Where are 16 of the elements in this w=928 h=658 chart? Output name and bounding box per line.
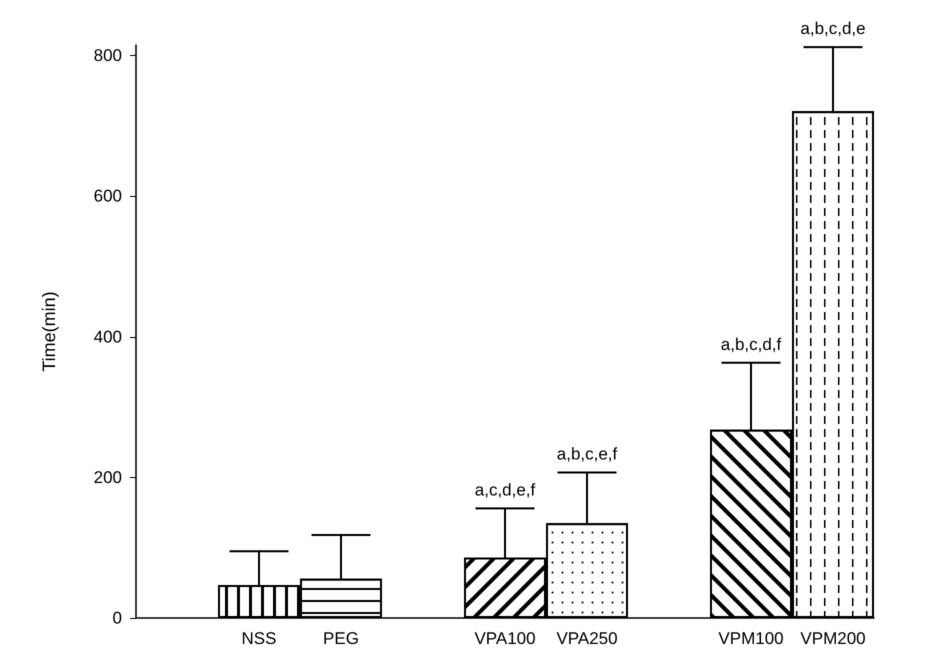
x-tick-label: VPA250 xyxy=(556,629,618,648)
x-tick-label: NSS xyxy=(242,629,276,648)
annotation: a,c,d,e,f xyxy=(474,480,536,500)
y-tick-label: 800 xyxy=(94,46,122,66)
annotation: a,b,c,e,f xyxy=(556,444,618,464)
y-tick-label: 0 xyxy=(112,608,122,628)
y-tick-label: 600 xyxy=(94,186,122,206)
x-tick-label: VPM200 xyxy=(800,629,866,648)
x-tick-label: PEG xyxy=(323,629,359,648)
y-axis-title: Time(min) xyxy=(39,291,59,372)
x-tick-label: VPM100 xyxy=(718,629,784,648)
y-tick-label: 200 xyxy=(94,468,122,487)
annotation: a,b,c,d,f xyxy=(720,334,782,354)
annotation: a,b,c,d,e xyxy=(800,19,866,38)
x-tick-label: VPA100 xyxy=(474,629,536,648)
y-tick-label: 400 xyxy=(94,327,122,346)
